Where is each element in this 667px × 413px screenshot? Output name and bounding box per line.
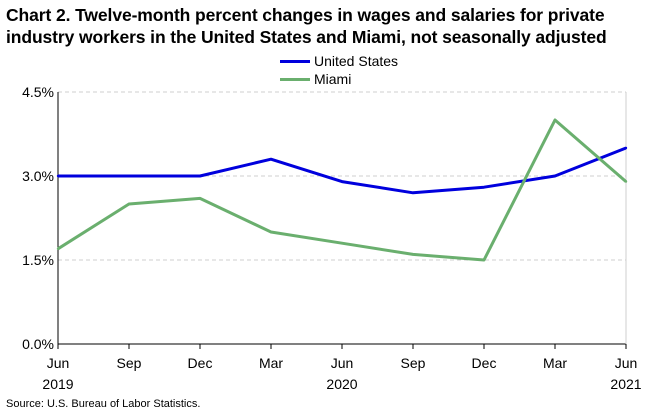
data-point-united-states-0 xyxy=(56,174,60,178)
y-tick-label-2: 3.0% xyxy=(22,168,54,184)
legend-item-united-states: United States xyxy=(280,52,398,70)
data-point-miami-4 xyxy=(340,242,344,245)
x-year-label-0: 2019 xyxy=(42,376,73,392)
tick-labels: 0.0% 1.5% 3.0% 4.5% Jun 2019 Sep Dec Mar Jun 2020 S… xyxy=(22,84,642,392)
data-point-united-states-7 xyxy=(553,174,557,178)
chart-title: Chart 2. Twelve-month percent changes in… xyxy=(6,4,661,48)
data-point-united-states-2 xyxy=(198,174,202,178)
data-point-miami-1 xyxy=(127,202,131,206)
data-point-united-states-5 xyxy=(411,191,415,194)
x-tick-label-0: Jun xyxy=(47,355,70,371)
data-point-united-states-4 xyxy=(340,180,344,183)
series-united-states xyxy=(56,146,628,195)
series xyxy=(56,118,628,262)
axes xyxy=(57,92,627,349)
chart-legend: United States Miami xyxy=(280,52,398,88)
x-year-label-8: 2021 xyxy=(610,376,641,392)
data-point-miami-0 xyxy=(56,247,60,250)
series-line-united-states xyxy=(58,146,627,195)
series-miami xyxy=(56,118,628,262)
x-tick-label-1: Sep xyxy=(117,355,142,371)
chart-title-line-1: Chart 2. Twelve-month percent changes in… xyxy=(6,5,605,25)
x-year-label-4: 2020 xyxy=(326,376,357,392)
data-point-united-states-8 xyxy=(624,146,628,150)
legend-swatch-united-states xyxy=(280,59,310,63)
series-line-miami xyxy=(57,118,627,262)
data-point-miami-2 xyxy=(198,197,202,200)
data-point-miami-5 xyxy=(411,253,415,256)
data-point-united-states-3 xyxy=(269,158,273,161)
data-point-united-states-1 xyxy=(127,174,131,178)
legend-label-united-states: United States xyxy=(314,53,399,69)
legend-swatch-miami xyxy=(280,77,310,81)
x-tick-label-5: Sep xyxy=(401,355,426,371)
legend-item-miami: Miami xyxy=(280,70,398,88)
x-tick-label-6: Dec xyxy=(472,355,497,371)
y-tick-label-1: 1.5% xyxy=(22,252,54,268)
data-point-miami-8 xyxy=(624,180,628,183)
data-point-miami-3 xyxy=(269,230,273,234)
x-tick-label-4: Jun xyxy=(331,355,354,371)
x-tick-label-2: Dec xyxy=(188,355,213,371)
x-tick-label-7: Mar xyxy=(543,355,567,371)
x-tick-label-8: Jun xyxy=(615,355,638,371)
chart-title-line-2: industry workers in the United States an… xyxy=(6,27,607,47)
y-tick-label-3: 4.5% xyxy=(22,84,54,100)
source-note: Source: U.S. Bureau of Labor Statistics. xyxy=(6,398,201,410)
data-point-miami-7 xyxy=(553,118,557,122)
legend-label-miami: Miami xyxy=(314,71,352,87)
data-point-miami-6 xyxy=(482,258,486,262)
data-point-united-states-6 xyxy=(482,186,486,189)
x-tick-label-3: Mar xyxy=(259,355,283,371)
y-tick-label-0: 0.0% xyxy=(22,336,54,352)
